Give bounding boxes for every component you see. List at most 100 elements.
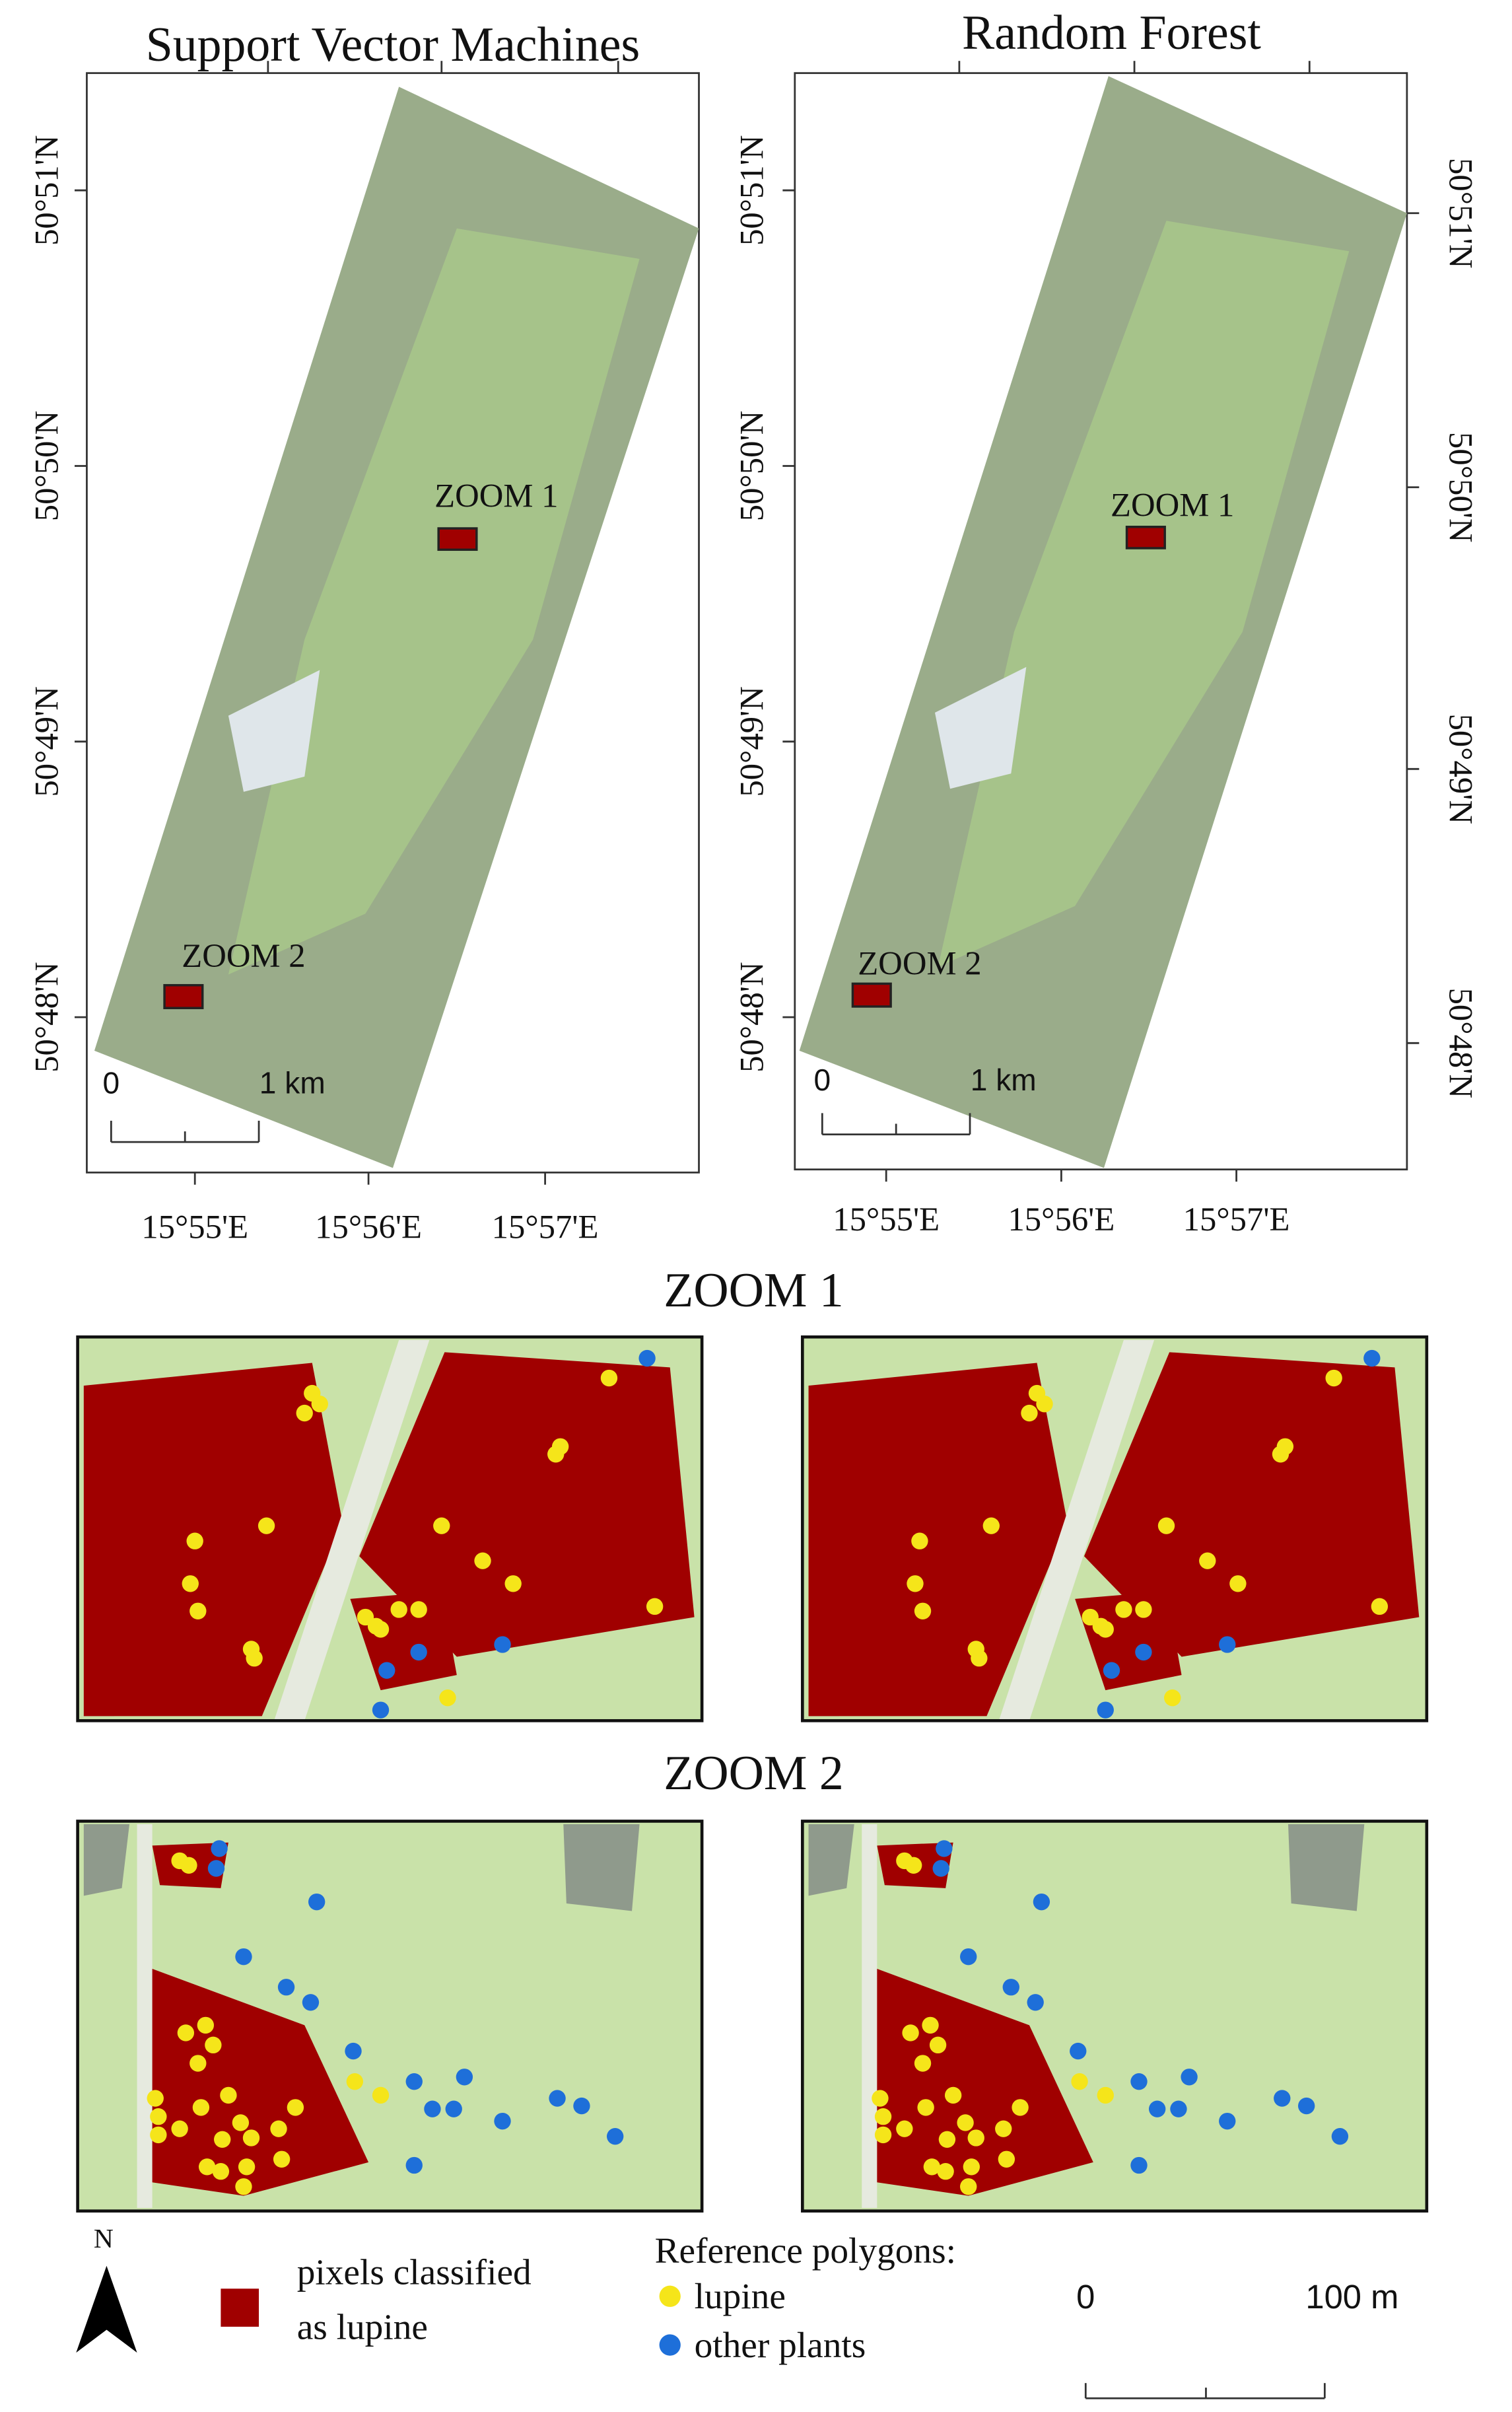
other-plants-reference [277,1979,295,1996]
lupine-reference [944,2086,962,2104]
zoom-label: ZOOM 1 [1111,487,1234,524]
scale-label: 0 [813,1063,831,1097]
other-plants-reference [494,1636,511,1653]
lupine-reference [270,2120,287,2137]
lupine-pixels [808,1363,1068,1717]
other-plants-reference [1274,2090,1291,2107]
legend-dot-other [659,2334,681,2356]
lat-label: 50°51'N [1442,158,1479,268]
lupine-reference [1115,1601,1132,1618]
lat-label: 50°48'N [1442,988,1479,1098]
other-plants-reference [606,2128,624,2145]
other-plants-reference [549,2090,566,2107]
zoom-extent [163,983,204,1010]
other-plants-reference [932,1860,949,1877]
map-title: Support Vector Machines [146,17,640,71]
lupine-reference [1276,1438,1294,1455]
other-plants-reference [235,1948,252,1966]
lupine-reference [147,2090,164,2107]
lupine-reference [177,2024,195,2041]
lupine-reference [232,2114,250,2131]
lupine-reference [150,2108,167,2125]
lupine-pixels [350,1591,457,1691]
other-plants-reference [1181,2069,1198,2086]
lupine-reference [872,2090,889,2107]
lupine-reference [874,2126,892,2144]
zoom-extent [1125,525,1166,550]
zoom-label: ZOOM 1 [434,478,558,514]
other-plants-reference [1219,1636,1236,1653]
lupine-reference [182,1575,199,1592]
imagery-quarry [228,670,320,792]
lupine-reference [198,2158,216,2176]
zoom-heading: ZOOM 2 [664,1746,844,1800]
other-plants-reference [308,1893,326,1911]
lupine-reference [971,1650,988,1667]
panel-road [998,1339,1155,1721]
lupine-reference [911,1532,928,1549]
legend-label: lupine [695,2276,786,2316]
lon-label: 15°56'E [315,1208,422,1245]
panel-trees [83,1824,130,1896]
imagery-quarry [934,666,1027,789]
lat-label: 50°51'N [733,135,770,245]
map-title: Random Forest [962,5,1261,59]
lupine-reference [937,2163,954,2180]
other-plants-reference [1219,2112,1236,2130]
other-plants-reference [638,1349,656,1367]
lupine-reference [902,2024,919,2041]
lupine-reference [474,1552,491,1569]
other-plants-reference [1148,2100,1166,2117]
lupine-pixels [83,1363,343,1717]
scale-label: 1 km [971,1063,1037,1097]
zoom-extent [437,527,478,551]
legend-label: as lupine [297,2306,428,2347]
lupine-reference [874,2108,892,2125]
lupine-reference [929,2036,947,2054]
lat-label: 50°51'N [28,135,65,245]
panel-frame [76,1335,704,1722]
scale-label: 1 km [259,1065,326,1100]
other-plants-reference [1331,2128,1349,2145]
lupine-reference [171,2120,188,2137]
lupine-reference [905,1857,922,1874]
lupine-reference [238,2158,256,2176]
legend-label: other plants [695,2325,866,2365]
lupine-pixels [1075,1591,1182,1691]
lon-label: 15°56'E [1008,1201,1115,1238]
map-right [794,72,1408,1171]
lat-label: 50°50'N [28,411,65,521]
zoom-label: ZOOM 2 [182,937,305,974]
panel-trees [808,1824,854,1896]
lon-label: 15°57'E [1183,1201,1290,1238]
other-plants-reference [1130,2156,1148,2174]
lupine-reference [346,2073,364,2090]
other-plants-reference [1097,1701,1114,1719]
lupine-reference [1036,1396,1053,1413]
lat-label: 50°49'N [28,686,65,797]
lat-label: 50°50'N [1442,432,1479,542]
panel-frame [801,1820,1429,2213]
scale-label: 100 m [1305,2278,1398,2316]
lupine-reference [439,1689,456,1707]
scale-label: 0 [1076,2278,1095,2316]
lupine-pixels [140,1964,369,2196]
lupine-reference [189,2055,207,2072]
panel-trees [1288,1824,1365,1911]
lupine-reference [1325,1369,1342,1387]
legend-dot-lupine [659,2285,681,2307]
lupine-reference [917,2099,934,2116]
legend-swatch-lupine-pixels [221,2288,259,2327]
zoom-panel [76,1820,704,2213]
other-plants-reference [345,2042,362,2060]
other-plants-reference [302,1994,320,2011]
zoom-panel [801,1820,1429,2213]
lupine-reference [410,1601,427,1618]
other-plants-reference [456,2069,473,2086]
lupine-reference [938,2131,956,2148]
other-plants-reference [1297,2097,1315,2115]
legend-label: pixels classified [297,2252,532,2292]
lupine-reference [982,1517,1000,1534]
lupine-reference [186,1532,203,1549]
lupine-reference [1229,1575,1247,1592]
